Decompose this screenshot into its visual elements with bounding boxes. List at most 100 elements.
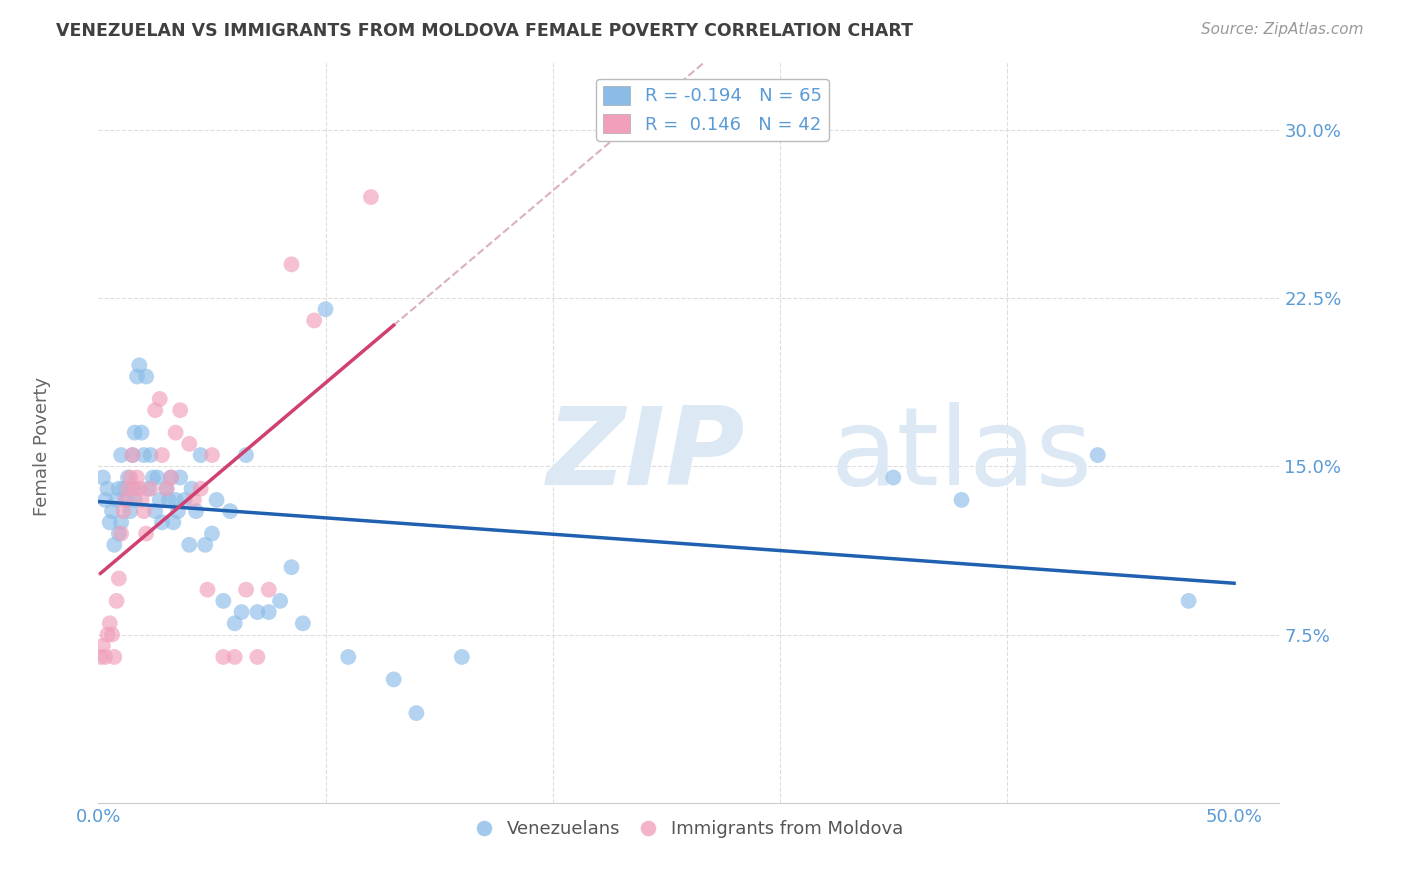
Point [180,482,202,496]
Point [96,482,118,496]
Point [337,650,360,665]
Point [190,448,212,462]
Point [139,448,162,462]
Point [184,504,207,518]
Point [143,403,166,417]
Point [280,257,302,271]
Point [96,627,118,641]
Point [94,650,117,665]
Point [110,526,132,541]
Point [143,504,166,518]
Point [131,425,153,440]
Point [160,470,183,484]
Point [155,482,177,496]
Point [121,482,143,496]
Point [105,492,128,507]
Point [98,516,121,530]
Point [94,492,117,507]
Point [124,425,146,440]
Point [112,482,135,496]
Point [120,504,142,518]
Point [165,425,187,440]
Legend: Venezuelans, Immigrants from Moldova: Venezuelans, Immigrants from Moldova [467,814,911,846]
Point [150,516,173,530]
Point [219,504,242,518]
Point [132,448,155,462]
Point [197,582,219,597]
Point [110,516,132,530]
Point [108,482,131,496]
Point [124,482,146,496]
Point [160,470,183,484]
Point [103,650,125,665]
Point [950,492,973,507]
Point [212,650,235,665]
Point [183,492,205,507]
Point [139,482,162,496]
Point [201,526,224,541]
Point [135,369,157,384]
Point [146,470,169,484]
Point [155,482,177,496]
Point [173,492,195,507]
Point [1177,594,1199,608]
Point [235,448,257,462]
Point [112,504,135,518]
Point [194,538,217,552]
Point [224,616,246,631]
Point [382,673,405,687]
Point [169,403,191,417]
Point [120,470,142,484]
Point [142,470,165,484]
Point [291,616,314,631]
Point [91,639,114,653]
Point [138,482,160,496]
Point [1087,448,1109,462]
Point [165,492,187,507]
Point [91,470,114,484]
Point [190,482,212,496]
Point [280,560,302,574]
Point [257,582,280,597]
Text: ZIP: ZIP [547,401,745,508]
Point [205,492,228,507]
Point [360,190,382,204]
Point [212,594,235,608]
Point [882,470,904,484]
Point [315,302,337,317]
Point [450,650,472,665]
Point [224,650,246,665]
Point [131,492,153,507]
Point [103,538,125,552]
Point [125,369,148,384]
Point [149,492,172,507]
Point [101,627,124,641]
Point [257,605,280,619]
Point [302,313,325,327]
Point [114,492,136,507]
Text: Source: ZipAtlas.com: Source: ZipAtlas.com [1201,22,1364,37]
Point [117,470,139,484]
Point [125,470,148,484]
Point [235,582,257,597]
Point [124,492,146,507]
Point [132,504,155,518]
Point [246,650,269,665]
Point [128,359,150,373]
Text: VENEZUELAN VS IMMIGRANTS FROM MOLDOVA FEMALE POVERTY CORRELATION CHART: VENEZUELAN VS IMMIGRANTS FROM MOLDOVA FE… [56,22,914,40]
Point [108,526,131,541]
Point [231,605,253,619]
Point [128,482,150,496]
Point [169,470,191,484]
Point [405,706,427,720]
Point [246,605,269,619]
Point [121,448,143,462]
Point [98,616,121,631]
Text: atlas: atlas [831,401,1092,508]
Point [167,504,190,518]
Point [149,392,172,406]
Point [108,571,131,585]
Point [150,448,173,462]
Point [90,650,112,665]
Point [105,594,128,608]
